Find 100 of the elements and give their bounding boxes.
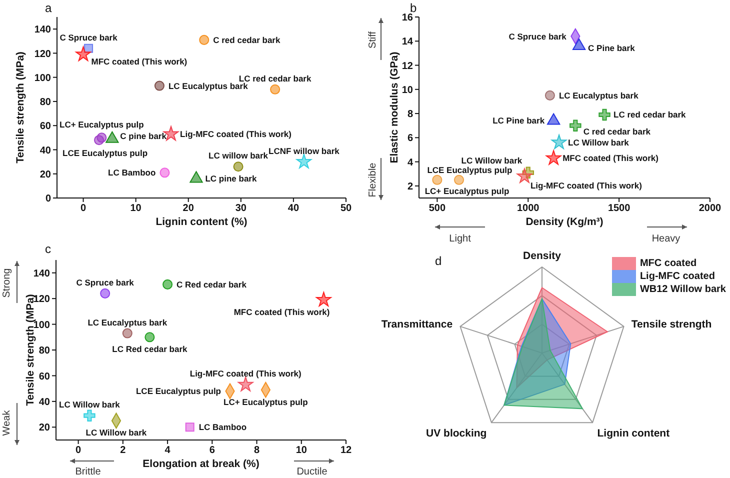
series-label: LC Bamboo [108, 168, 156, 178]
y-tick-label: 12 [402, 60, 414, 72]
series-label: C Spruce bark [508, 31, 567, 42]
point [551, 134, 567, 150]
text: Flexible [368, 162, 378, 198]
point [94, 135, 104, 146]
series-label: LC Eucalyptus bark [558, 90, 639, 100]
series-label: LCE Eucalyptus pulp [136, 386, 221, 396]
series-label: LC Eucalyptus bark [168, 80, 248, 91]
point [296, 154, 312, 168]
x-tick-label: 0 [80, 203, 86, 214]
series-label: Lig-MFC coated (This work) [530, 180, 642, 190]
series-label: LC Willow bark [461, 156, 522, 166]
text: Brittle [75, 466, 102, 478]
point [144, 332, 155, 342]
point [185, 422, 194, 432]
y-tick-label: 0 [45, 194, 52, 205]
series-label: LC Willow bark [59, 400, 120, 410]
point [546, 150, 562, 165]
x-tick-label: 6 [209, 445, 216, 456]
chart-title: b [410, 1, 417, 15]
series-label: LCNF willow bark [268, 146, 340, 156]
y-tick-label: 60 [38, 371, 50, 382]
y-tick-label: 14 [402, 36, 414, 48]
point [270, 84, 280, 94]
y-tick-label: 2 [407, 181, 414, 192]
legend-label: MFC coated [640, 257, 697, 270]
y-tick-label: 140 [33, 268, 50, 280]
x-tick-label: 4 [164, 445, 171, 456]
point [76, 46, 91, 62]
text: Heavy [652, 234, 680, 244]
chart-title: a [45, 1, 52, 15]
y-tick-label: 8 [407, 109, 414, 120]
series-label: LC Willow bark [86, 428, 147, 438]
y-tick-label: 80 [40, 97, 52, 108]
y-tick-label: 20 [38, 422, 50, 434]
series-label: Lig-MFC coated (This work) [190, 368, 302, 379]
x-tick-label: 10 [130, 203, 142, 214]
point [162, 279, 173, 290]
series-label: C Spruce bark [60, 32, 118, 42]
legend-label: Lig-MFC coated [640, 270, 715, 283]
series-label: C Pine bark [588, 42, 636, 53]
point [122, 328, 132, 338]
series-label: C Red cedar bark [176, 279, 247, 290]
chart-title: d [435, 254, 442, 268]
x-tick-label: 20 [182, 203, 194, 214]
spoke-label: Density [523, 250, 562, 262]
y-tick-label: 40 [38, 396, 50, 408]
series-label: C red cedar bark [213, 34, 280, 45]
x-tick-label: 1500 [608, 203, 631, 214]
x-tick-label: 2 [120, 445, 126, 456]
text: Stiff [368, 31, 378, 49]
x-tick-label: 40 [288, 203, 300, 214]
spoke-label: Transmittance [381, 318, 453, 331]
series-label: MFC coated (This work) [91, 56, 188, 66]
point [238, 376, 254, 392]
x-tick-label: 2000 [698, 203, 722, 214]
point [598, 108, 610, 121]
series-label: C red cedar bark [583, 126, 651, 137]
point [199, 34, 210, 45]
x-tick-label: 50 [340, 203, 352, 214]
series-label: LC+ Eucalyptus pulp [60, 120, 144, 130]
point [100, 288, 110, 298]
y-tick-label: 4 [407, 157, 414, 168]
spoke-label: Lignin content [597, 428, 670, 440]
y-tick-label: 20 [40, 169, 52, 180]
x-tick-label: 500 [428, 203, 446, 214]
point [570, 120, 582, 132]
x-tick-label: 0 [76, 445, 82, 456]
y-tick-label: 60 [40, 121, 52, 132]
text: Strong [2, 268, 12, 298]
series-label: LC Red cedar bark [112, 344, 188, 354]
y-axis-title: Tensile strength (MPa) [14, 52, 27, 164]
text: Ductile [296, 466, 328, 478]
y-tick-label: 80 [38, 346, 50, 357]
text: Weak [2, 409, 12, 436]
series-label: LC+ Eucalyptus pulp [224, 396, 308, 407]
y-tick-label: 10 [402, 84, 414, 96]
point [516, 168, 532, 183]
point [544, 90, 555, 100]
text: Light [449, 234, 472, 244]
x-tick-label: 12 [340, 445, 352, 456]
y-tick-label: 40 [40, 145, 52, 156]
series-label: LC Bamboo [198, 422, 247, 432]
series-label: LCE Eucalyptus pulp [62, 148, 148, 158]
point [316, 292, 332, 306]
x-tick-label: 10 [296, 445, 308, 456]
series-label: LCE Eucalyptus pulp [427, 164, 512, 175]
y-tick-label: 6 [407, 133, 414, 144]
x-tick-label: 1000 [517, 203, 540, 214]
series-label: C pine bark [120, 130, 167, 141]
y-tick-label: 100 [34, 72, 52, 84]
series-label: LC Eucalyptus bark [88, 317, 168, 328]
x-axis-title: Lignin content (%) [156, 216, 248, 228]
x-tick-label: 8 [254, 445, 260, 456]
chart-title: c [45, 242, 51, 256]
y-tick-label: 16 [402, 12, 414, 24]
series-label: LC Pine bark [492, 116, 545, 126]
point [454, 174, 464, 185]
y-axis-title: Elastic modulus (GPa) [388, 52, 401, 164]
